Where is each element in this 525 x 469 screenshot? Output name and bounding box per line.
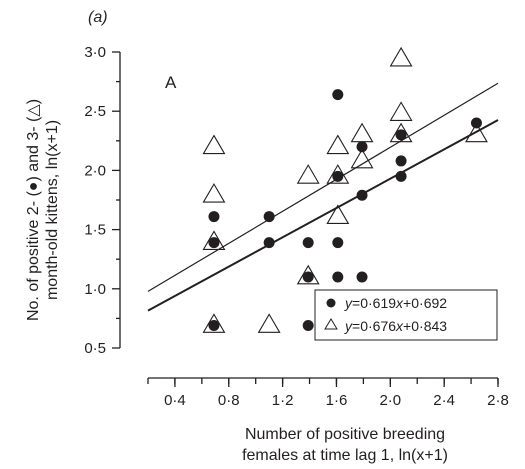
x-axis-title-line-1: Number of positive breeding	[245, 426, 445, 443]
legend-box	[314, 289, 498, 341]
data-point-circle	[395, 155, 407, 167]
x-axis-title-line-2: females at time lag 1, ln(x+1)	[242, 447, 448, 464]
data-point-triangle	[296, 264, 320, 285]
data-point-circle	[332, 271, 344, 283]
data-point-triangle	[350, 148, 374, 169]
x-tick-label: 1·2	[272, 392, 294, 409]
data-point-triangle	[350, 122, 374, 143]
data-point-circle	[302, 237, 314, 249]
data-point-circle	[356, 189, 368, 201]
y-axis-title-line-1: No. of positive 2- (●) and 3- (△)	[25, 99, 42, 321]
panel-letter: A	[165, 73, 177, 92]
data-point-circle	[208, 211, 220, 223]
data-point-circle	[356, 271, 368, 283]
y-tick-label: 1·5	[84, 222, 106, 239]
legend-triangle-marker	[324, 318, 338, 330]
regression-line-circles	[147, 119, 499, 312]
regression-lines	[147, 82, 499, 312]
data-point-triangle	[202, 183, 226, 203]
panel-tag: (a)	[88, 9, 108, 26]
regression-line-triangles	[147, 82, 499, 292]
data-point-circle	[356, 141, 368, 153]
data-point-triangle	[326, 164, 350, 184]
axes: 0·5 1·0 1·5 2·0 2·5 3·0 0·4 0·8 1·2 1·6 2·0 2·4 2·8	[84, 44, 509, 409]
y-tick-label: 3·0	[84, 44, 106, 61]
data-point-circle	[208, 320, 220, 332]
data-point-triangle	[389, 122, 413, 143]
data-point-triangle	[326, 134, 350, 155]
x-tick-label: 0·8	[218, 392, 240, 409]
x-tick-label: 0·4	[164, 392, 186, 409]
data-point-circle	[302, 320, 314, 332]
y-axis-title-line-2: month-old kittens, ln(x+1)	[44, 120, 61, 300]
y-tick-label: 2·5	[84, 103, 106, 120]
data-point-circle	[208, 237, 220, 249]
legend-circle-marker	[326, 298, 336, 308]
data-point-circle	[263, 237, 275, 249]
data-point-circle	[332, 237, 344, 249]
y-tick-label: 0·5	[84, 340, 106, 357]
data-point-triangle	[326, 204, 350, 224]
data-point-circle	[332, 89, 344, 101]
data-point-circle	[395, 129, 407, 141]
data-point-triangle	[389, 46, 413, 67]
data-point-triangle	[257, 313, 281, 333]
x-tick-label: 2·0	[379, 392, 401, 409]
data-point-triangle	[296, 164, 320, 184]
y-tick-label: 2·0	[84, 162, 106, 179]
data-point-circle	[263, 211, 275, 223]
data-point-triangle	[202, 230, 226, 251]
data-point-triangle	[465, 122, 488, 143]
x-tick-label: 1·6	[326, 392, 348, 409]
data-point-circle	[302, 271, 314, 283]
data-point-circle	[332, 170, 344, 182]
data-point-triangle	[389, 101, 413, 121]
data-point-triangle	[202, 313, 226, 333]
data-point-circle	[395, 170, 407, 182]
data-points	[202, 46, 488, 333]
legend-label-series-1: y=0·619x+0·692	[344, 295, 447, 311]
data-point-triangle	[202, 134, 226, 155]
x-tick-label: 2·4	[433, 392, 455, 409]
legend-label-series-2: y=0·676x+0·843	[344, 318, 447, 334]
data-point-circle	[470, 117, 482, 129]
x-tick-label: 2·8	[487, 392, 509, 409]
legend: y=0·619x+0·692 y=0·676x+0·843	[314, 289, 498, 341]
y-tick-label: 1·0	[84, 281, 106, 298]
